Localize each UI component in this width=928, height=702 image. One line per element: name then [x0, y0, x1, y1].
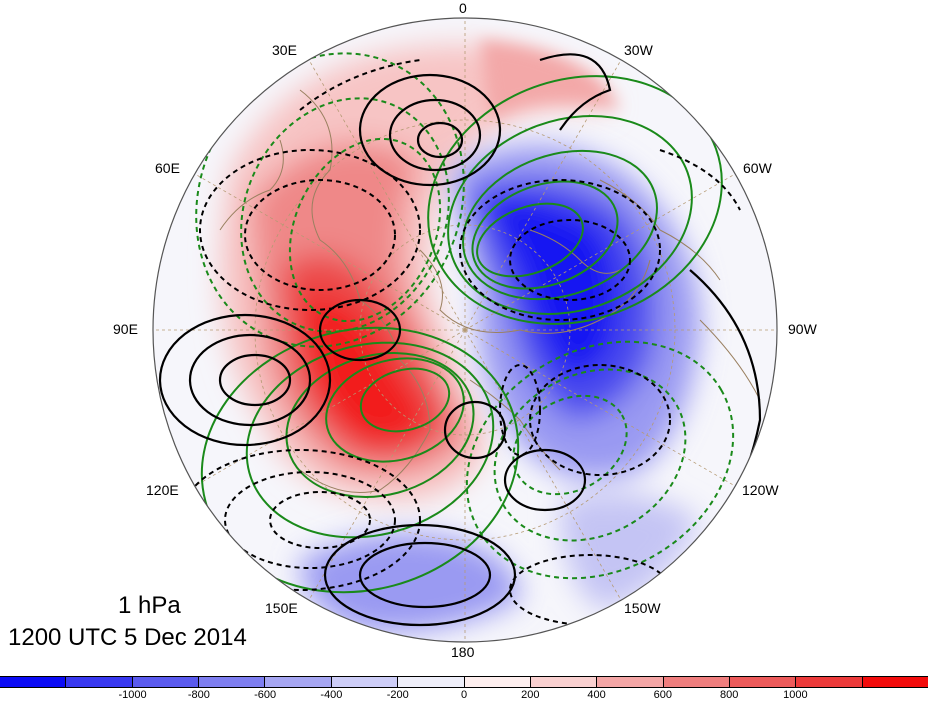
colorbar-tick-label: 200 — [521, 689, 540, 701]
colorbar-segment — [530, 677, 598, 687]
lon-label-180: 180 — [451, 644, 475, 660]
colorbar-tick-label: -400 — [320, 689, 343, 701]
timestamp-label: 1200 UTC 5 Dec 2014 — [8, 624, 247, 651]
lon-label-90e: 90E — [113, 321, 138, 337]
map-border — [152, 17, 778, 643]
colorbar-segment — [597, 677, 664, 687]
lon-label-120e: 120E — [146, 482, 179, 498]
colorbar-segment — [862, 677, 928, 687]
colorbar-tick-label: 800 — [719, 689, 739, 701]
lon-label-150e: 150E — [265, 600, 298, 616]
colorbar-segment — [464, 677, 531, 687]
green-contours — [200, 75, 723, 594]
graticule — [153, 18, 777, 642]
colorbar-tick-label: 0 — [460, 689, 468, 701]
colorbar-tick-label: -1000 — [118, 689, 147, 701]
colorbar-segment — [331, 677, 399, 687]
lon-label-120w: 120W — [742, 482, 779, 498]
colorbar-segment — [66, 677, 133, 687]
colorbar-tick-label: 600 — [653, 689, 673, 701]
black-contours — [158, 53, 762, 627]
colorbar — [0, 676, 928, 688]
colorbar-tick-label: -800 — [187, 689, 210, 701]
colorbar-tick-label: -200 — [386, 689, 409, 701]
lon-label-150w: 150W — [624, 600, 661, 616]
colorbar-segment — [199, 677, 266, 687]
colorbar-tick-label: 1000 — [783, 689, 808, 701]
lon-label-60e: 60E — [155, 160, 180, 176]
colorbar-segment — [132, 677, 200, 687]
pressure-level-label: 1 hPa — [118, 592, 181, 619]
colorbar-segment — [398, 677, 465, 687]
coastlines — [219, 89, 761, 493]
lon-label-90w: 90W — [788, 321, 817, 337]
colorbar-segment — [663, 677, 730, 687]
lon-label-0: 0 — [459, 0, 467, 16]
colorbar-tick-label: -600 — [254, 689, 277, 701]
lon-label-30w: 30W — [624, 42, 653, 58]
lon-label-60w: 60W — [743, 160, 772, 176]
colorbar-segment — [0, 677, 67, 687]
colorbar-segment — [796, 677, 863, 687]
colorbar-segment — [729, 677, 797, 687]
lon-label-30e: 30E — [272, 42, 297, 58]
colorbar-segment — [265, 677, 332, 687]
colorbar-tick-label: 400 — [587, 689, 606, 701]
